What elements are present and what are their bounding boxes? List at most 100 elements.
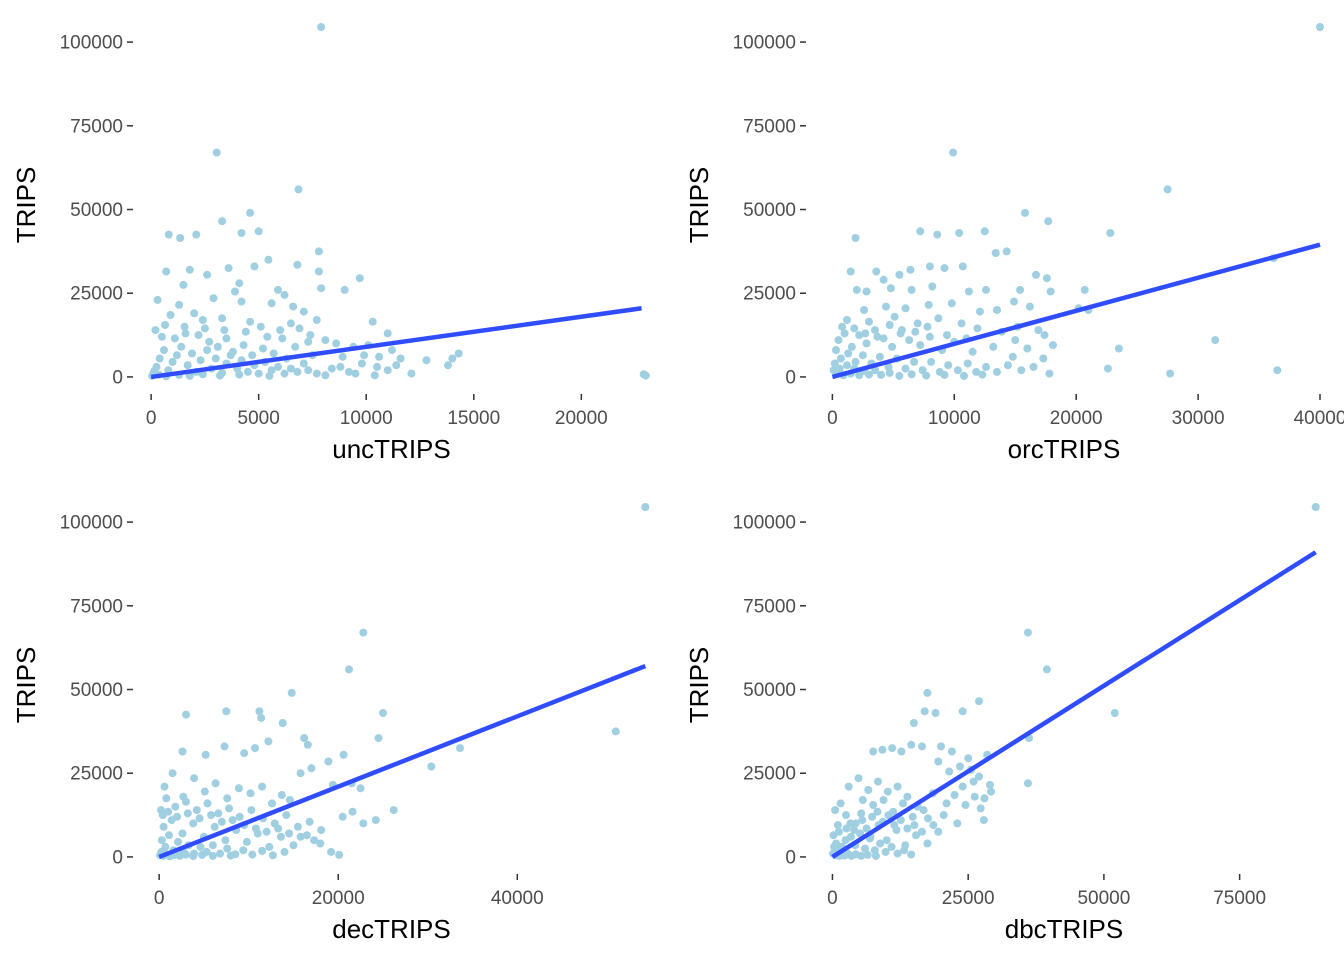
scatter-point <box>1032 270 1040 279</box>
panel-dbc-trips: 0 25000 50000 75000 100000 0 25000 50000 75000 db… <box>684 503 1320 944</box>
scatter-point <box>934 314 943 323</box>
scatter-point <box>846 267 855 276</box>
scatter-point <box>957 319 966 328</box>
scatter-point <box>945 767 954 776</box>
scatter-point <box>924 814 932 823</box>
scatter-point <box>843 361 851 370</box>
scatter-point <box>351 369 360 378</box>
scatter-point <box>251 824 260 833</box>
scatter-point <box>888 342 897 351</box>
scatter-point <box>846 832 855 841</box>
scatter-point <box>963 359 972 368</box>
scatter-point <box>874 777 882 786</box>
y-tick-label: 50000 <box>70 680 123 701</box>
scatter-point <box>280 847 289 856</box>
scatter-point <box>868 812 877 821</box>
scatter-point <box>276 832 285 841</box>
scatter-point <box>873 807 882 816</box>
scatter-point <box>357 359 366 368</box>
scatter-point <box>907 740 916 749</box>
scatter-point <box>1011 336 1020 345</box>
scatter-point <box>240 749 249 758</box>
scatter-point <box>171 802 180 811</box>
x-tick-label: 0 <box>154 888 165 909</box>
scatter-point <box>940 370 949 379</box>
scatter-point <box>885 368 894 377</box>
scatter-point <box>882 836 891 845</box>
x-tick-label: 50000 <box>1077 888 1130 909</box>
scatter-point <box>1080 285 1089 294</box>
scatter-point <box>641 371 650 380</box>
y-tick-label: 100000 <box>733 513 796 534</box>
scatter-point <box>196 842 205 851</box>
scatter-point <box>317 23 326 31</box>
scatter-point <box>905 336 914 345</box>
scatter-point <box>242 837 251 846</box>
scatter-point <box>912 831 920 840</box>
scatter-point <box>255 707 264 716</box>
scatter-point <box>235 370 244 379</box>
scatter-point <box>956 762 964 771</box>
scatter-point <box>1211 336 1220 345</box>
scatter-point <box>280 290 289 299</box>
scatter-point <box>262 827 271 836</box>
scatter-point <box>189 819 198 828</box>
scatter-point <box>972 367 981 376</box>
scatter-point <box>831 806 840 815</box>
scatter-point <box>611 727 620 736</box>
scatter-point <box>964 287 973 296</box>
scatter-point <box>300 734 309 743</box>
x-tick-label: 20000 <box>312 888 365 909</box>
scatter-point <box>1010 297 1018 306</box>
scatter-point <box>182 710 190 719</box>
scatter-point <box>246 317 255 326</box>
scatter-point <box>207 811 216 820</box>
scatter-point <box>833 821 842 830</box>
scatter-point <box>975 697 983 706</box>
scatter-point <box>834 827 843 836</box>
scatter-point <box>1029 362 1038 371</box>
scatter-point <box>850 324 859 333</box>
y-axis-title: TRIPS <box>11 647 41 724</box>
scatter-point <box>975 772 983 781</box>
scatter-point <box>641 503 650 511</box>
x-tick-label: 20000 <box>1050 408 1103 429</box>
scatter-point <box>321 371 330 380</box>
scatter-point <box>975 307 984 316</box>
scatter-point <box>862 339 871 348</box>
scatter-point <box>896 816 905 825</box>
scatter-point <box>285 796 294 804</box>
scatter-point <box>924 300 933 309</box>
scatter-point <box>155 354 164 363</box>
scatter-point <box>218 217 227 226</box>
scatter-point <box>218 314 227 323</box>
scatter-point <box>208 841 217 850</box>
scatter-point <box>307 764 316 773</box>
scatter-point <box>278 334 287 343</box>
scatter-point <box>836 799 845 808</box>
scatter-point <box>863 850 872 859</box>
scatter-point <box>327 364 336 373</box>
scatter-point <box>226 851 235 860</box>
scatter-point <box>293 367 302 376</box>
scatter-point <box>979 816 988 825</box>
scatter-point <box>887 842 896 851</box>
scatter-point <box>1021 208 1029 217</box>
scatter-point <box>907 850 916 859</box>
scatter-point <box>216 371 224 380</box>
scatter-point <box>987 787 995 796</box>
scatter-point <box>1023 779 1032 788</box>
scatter-point <box>927 357 936 366</box>
scatter-point <box>175 300 184 309</box>
scatter-point <box>949 148 958 157</box>
regression-line <box>831 550 1317 859</box>
scatter-point <box>922 371 931 380</box>
scatter-point <box>934 757 943 766</box>
scatter-point <box>276 326 285 335</box>
scatter-point <box>860 306 869 314</box>
scatter-point <box>248 850 257 859</box>
scatter-point <box>190 774 199 783</box>
scatter-point <box>933 230 942 239</box>
scatter-point <box>973 324 982 333</box>
